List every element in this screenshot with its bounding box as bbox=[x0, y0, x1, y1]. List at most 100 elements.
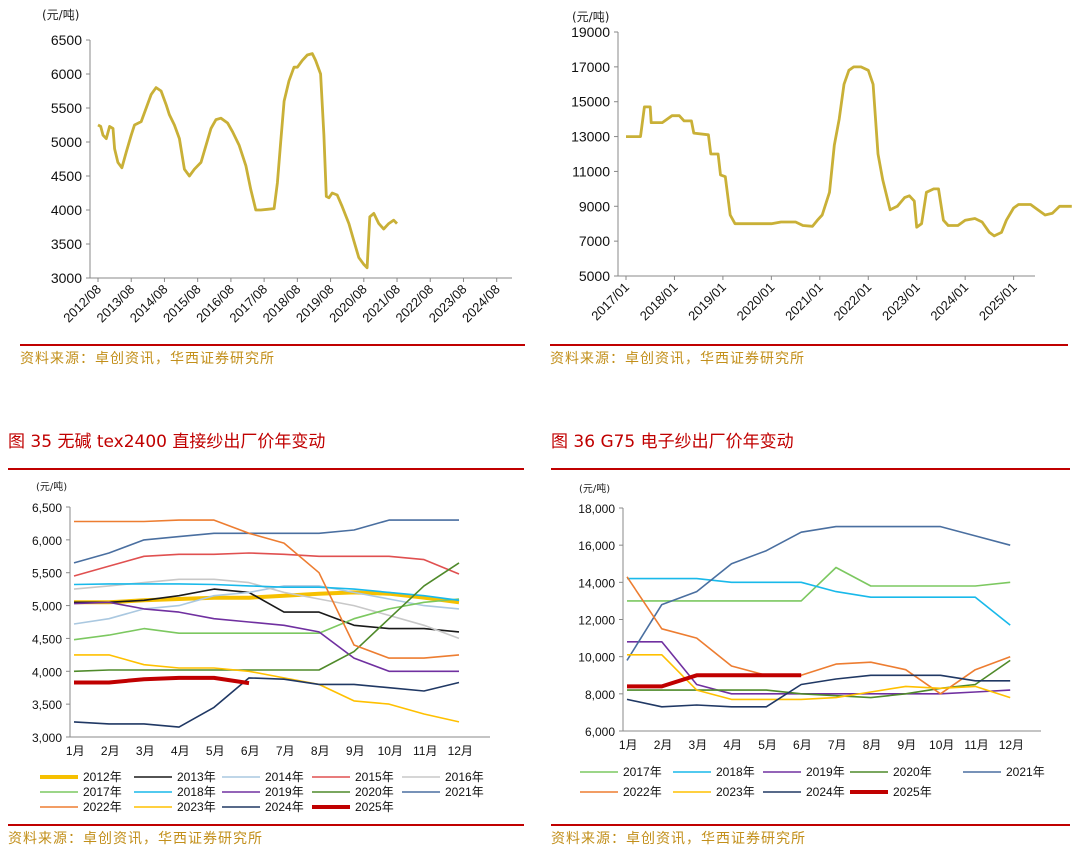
x-tick-label: 10月 bbox=[929, 738, 954, 752]
y-tick-label: 19000 bbox=[571, 24, 610, 40]
legend-label: 2012年 bbox=[83, 770, 122, 784]
chart-bottom-left: (元/吨) 3,000 3,500 4,000 4,500 5,000 5,500 6,00… bbox=[0, 470, 530, 852]
legend-label: 2017年 bbox=[623, 765, 662, 779]
y-tick-label: 12,000 bbox=[578, 614, 615, 628]
x-tick-label: 9月 bbox=[898, 738, 917, 752]
x-tick-label: 2021/01 bbox=[782, 280, 826, 324]
title-rule-left bbox=[8, 468, 524, 470]
x-tick-label: 10月 bbox=[378, 744, 403, 758]
y-tick-label: 3,000 bbox=[32, 731, 62, 745]
x-tick-label: 1月 bbox=[66, 744, 85, 758]
x-tick-label: 2024/01 bbox=[927, 280, 971, 324]
divider-line bbox=[551, 824, 1070, 826]
x-tick-label: 2018/01 bbox=[637, 280, 681, 324]
x-tick-label: 5月 bbox=[758, 738, 777, 752]
legend-label: 2025年 bbox=[893, 785, 932, 799]
legend-label: 2024年 bbox=[265, 800, 304, 814]
series-line-2019年 bbox=[73, 601, 459, 673]
x-tick-label: 6月 bbox=[793, 738, 812, 752]
y-tick-label: 8,000 bbox=[585, 688, 615, 702]
legend-label: 2022年 bbox=[623, 785, 662, 799]
x-tick-label: 8月 bbox=[863, 738, 882, 752]
y-tick-label: 4,000 bbox=[32, 665, 62, 679]
x-tick-label: 2022/01 bbox=[831, 280, 875, 324]
y-tick-label: 6,500 bbox=[32, 501, 62, 515]
y-tick-label: 14,000 bbox=[578, 576, 615, 590]
x-tick-label: 2月 bbox=[101, 744, 120, 758]
y-tick-label: 5,000 bbox=[32, 600, 62, 614]
y-tick-label: 3,500 bbox=[32, 698, 62, 712]
y-tick-label: 13000 bbox=[571, 129, 610, 145]
legend-label: 2017年 bbox=[83, 785, 122, 799]
chart-bottom-right: (元/吨) 6,000 8,000 10,000 12,000 14,000 16,000… bbox=[545, 470, 1076, 852]
y-tick-label: 11000 bbox=[572, 163, 610, 179]
series-line-2023年 bbox=[74, 654, 460, 723]
series-line-2017年 bbox=[73, 598, 460, 641]
series-line-2024年 bbox=[626, 674, 1011, 708]
source-text: 资料来源：卓创资讯，华西证券研究所 bbox=[8, 831, 263, 847]
legend-label: 2019年 bbox=[265, 785, 304, 799]
legend-label: 2023年 bbox=[177, 800, 216, 814]
y-tick-label: 5000 bbox=[579, 268, 610, 284]
x-tick-label: 2023/01 bbox=[879, 280, 923, 324]
x-tick-label: 12月 bbox=[999, 738, 1024, 752]
y-tick-label: 4000 bbox=[51, 202, 82, 218]
unit-label: (元/吨) bbox=[572, 10, 610, 24]
figure-35-title: 图 35 无碱 tex2400 直接纱出厂价年变动 bbox=[8, 432, 326, 452]
x-tick-label: 12月 bbox=[448, 744, 473, 758]
y-tick-label: 6500 bbox=[51, 32, 82, 48]
series-line-2018年 bbox=[627, 577, 1011, 626]
series-line-2014年 bbox=[73, 585, 460, 625]
y-tick-label: 6,000 bbox=[585, 725, 615, 739]
x-tick-label: 11月 bbox=[964, 738, 988, 752]
y-tick-label: 6000 bbox=[51, 66, 82, 82]
legend-label: 2020年 bbox=[355, 785, 394, 799]
x-tick-label: 2017/01 bbox=[588, 280, 632, 324]
legend-label: 2013年 bbox=[177, 770, 216, 784]
y-tick-label: 5000 bbox=[51, 134, 82, 150]
legend-label: 2015年 bbox=[355, 770, 394, 784]
chart-bottom-right-svg: 6,000 8,000 10,000 12,000 14,000 16,000 18,000… bbox=[578, 502, 1044, 799]
unit-label: (元/吨) bbox=[42, 8, 80, 22]
x-tick-label: 2月 bbox=[654, 738, 673, 752]
x-tick-label: 4月 bbox=[723, 738, 742, 752]
y-tick-label: 5500 bbox=[51, 100, 82, 116]
legend-label: 2014年 bbox=[265, 770, 304, 784]
x-tick-label: 2019/01 bbox=[685, 280, 729, 324]
y-tick-label: 4,500 bbox=[32, 632, 62, 646]
series-line-2021年 bbox=[73, 519, 459, 564]
legend-label: 2021年 bbox=[445, 785, 484, 799]
x-tick-label: 1月 bbox=[619, 738, 638, 752]
series-line-2020年 bbox=[73, 562, 460, 673]
x-tick-label: 3月 bbox=[689, 738, 708, 752]
x-tick-label: 8月 bbox=[311, 744, 330, 758]
legend-label: 2018年 bbox=[177, 785, 216, 799]
series-line-2013年 bbox=[74, 588, 460, 633]
chart-bottom-left-svg: 3,000 3,500 4,000 4,500 5,000 5,500 6,000 6,500… bbox=[32, 501, 490, 814]
legend-label: 2024年 bbox=[806, 785, 845, 799]
y-tick-label: 16,000 bbox=[578, 539, 615, 553]
series-line-2025年 bbox=[74, 675, 250, 686]
legend-label: 2018年 bbox=[716, 765, 755, 779]
x-tick-label: 3月 bbox=[136, 744, 155, 758]
divider-line bbox=[550, 344, 1068, 346]
series-line-2022年 bbox=[626, 576, 1011, 695]
y-tick-label: 6,000 bbox=[32, 534, 62, 548]
chart-top-right: (元/吨) 5000 7000 9000 11000 13000 15000 17000 19… bbox=[540, 0, 1076, 380]
y-tick-label: 3000 bbox=[51, 270, 82, 286]
x-tick-label: 5月 bbox=[206, 744, 225, 758]
series-line bbox=[626, 65, 1072, 238]
divider-line bbox=[20, 344, 525, 346]
x-tick-label: 2025/01 bbox=[976, 280, 1020, 324]
series-line-2017年 bbox=[627, 566, 1011, 602]
series-line-2018年 bbox=[73, 583, 460, 602]
y-tick-label: 7000 bbox=[579, 233, 610, 249]
x-tick-label: 11月 bbox=[413, 744, 437, 758]
x-tick-label: 6月 bbox=[241, 744, 260, 758]
series-line-2025年 bbox=[627, 673, 802, 689]
x-tick-label: 7月 bbox=[276, 744, 295, 758]
unit-label: (元/吨) bbox=[579, 484, 611, 495]
chart-top-left-svg: 300035004000450050005500600065002012/082… bbox=[51, 32, 512, 325]
x-tick-label: 7月 bbox=[828, 738, 847, 752]
y-tick-label: 5,500 bbox=[32, 567, 62, 581]
